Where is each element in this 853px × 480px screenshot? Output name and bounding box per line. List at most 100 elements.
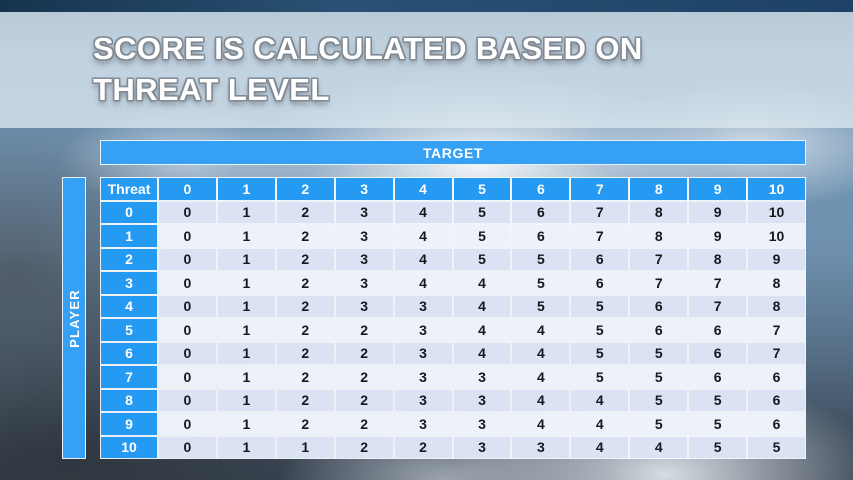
score-cell: 6 (571, 248, 629, 270)
score-cell: 3 (453, 436, 511, 458)
score-cell: 5 (630, 366, 688, 388)
score-cell: 5 (571, 319, 629, 341)
column-header-cell: 8 (630, 178, 688, 200)
score-cell: 5 (453, 201, 511, 223)
score-cell: 9 (748, 248, 805, 270)
score-cell: 3 (394, 319, 452, 341)
score-cell: 4 (512, 413, 570, 435)
score-cell: 1 (217, 225, 275, 247)
score-cell: 5 (689, 413, 747, 435)
score-cell: 4 (512, 319, 570, 341)
score-cell: 7 (571, 225, 629, 247)
score-cell: 2 (335, 366, 393, 388)
score-cell: 6 (748, 366, 805, 388)
score-cell: 0 (159, 413, 216, 435)
score-cell: 3 (394, 295, 452, 317)
row-header-cell: 3 (101, 272, 157, 294)
column-header-cell: 6 (512, 178, 570, 200)
score-cell: 4 (394, 201, 452, 223)
column-header-cell: 4 (394, 178, 452, 200)
slide-title-line-2: THREAT LEVEL (93, 72, 330, 107)
score-cell: 3 (453, 366, 511, 388)
corner-header-cell: Threat (101, 178, 157, 200)
score-cell: 5 (453, 248, 511, 270)
score-cell: 5 (512, 248, 570, 270)
score-cell: 10 (748, 201, 805, 223)
title-banner (0, 12, 853, 128)
score-cell: 7 (571, 201, 629, 223)
score-cell: 5 (571, 342, 629, 364)
score-cell: 2 (276, 389, 334, 411)
score-cell: 0 (159, 295, 216, 317)
row-header-cell: 2 (101, 248, 157, 270)
score-cell: 6 (748, 413, 805, 435)
score-cell: 3 (394, 366, 452, 388)
score-cell: 5 (630, 389, 688, 411)
score-cell: 5 (630, 413, 688, 435)
score-cell: 4 (512, 342, 570, 364)
score-matrix-table: Threat 0 1 2 3 4 5 6 7 8 9 10 0 0 1 2 3 4 5 6 7 8 9 10 1 0 1 2 3 4 5 6 7… (100, 177, 806, 459)
top-sky-strip (0, 0, 853, 12)
score-cell: 6 (689, 342, 747, 364)
column-header-cell: 5 (453, 178, 511, 200)
score-cell: 2 (276, 342, 334, 364)
score-cell: 4 (394, 248, 452, 270)
score-cell: 3 (335, 295, 393, 317)
score-cell: 2 (276, 413, 334, 435)
score-cell: 0 (159, 225, 216, 247)
score-cell: 3 (453, 389, 511, 411)
score-cell: 0 (159, 366, 216, 388)
score-cell: 6 (512, 225, 570, 247)
score-cell: 8 (689, 248, 747, 270)
score-cell: 6 (689, 319, 747, 341)
score-cell: 4 (630, 436, 688, 458)
slide-title: SCORE IS CALCULATED BASED ON THREAT LEVE… (93, 28, 793, 110)
slide-title-line-1: SCORE IS CALCULATED BASED ON (93, 31, 643, 66)
score-cell: 3 (394, 389, 452, 411)
score-cell: 1 (276, 436, 334, 458)
score-cell: 5 (689, 436, 747, 458)
score-cell: 2 (335, 342, 393, 364)
score-cell: 1 (217, 248, 275, 270)
row-header-cell: 8 (101, 389, 157, 411)
score-cell: 2 (394, 436, 452, 458)
score-cell: 5 (630, 342, 688, 364)
score-cell: 0 (159, 342, 216, 364)
score-cell: 4 (453, 342, 511, 364)
score-cell: 7 (748, 342, 805, 364)
score-cell: 0 (159, 319, 216, 341)
score-cell: 3 (335, 225, 393, 247)
score-cell: 9 (689, 225, 747, 247)
score-cell: 3 (335, 272, 393, 294)
player-axis-label: PLAYER (62, 177, 86, 459)
score-cell: 2 (276, 295, 334, 317)
score-cell: 1 (217, 389, 275, 411)
row-header-cell: 0 (101, 201, 157, 223)
score-cell: 1 (217, 295, 275, 317)
score-cell: 2 (276, 248, 334, 270)
score-cell: 3 (335, 248, 393, 270)
score-cell: 5 (512, 272, 570, 294)
score-cell: 2 (335, 413, 393, 435)
score-cell: 4 (453, 319, 511, 341)
score-cell: 2 (276, 225, 334, 247)
column-header-cell: 3 (335, 178, 393, 200)
score-cell: 4 (512, 366, 570, 388)
row-header-cell: 5 (101, 319, 157, 341)
score-cell: 5 (512, 295, 570, 317)
score-cell: 6 (630, 319, 688, 341)
score-cell: 8 (630, 225, 688, 247)
column-header-cell: 0 (159, 178, 216, 200)
row-header-cell: 10 (101, 436, 157, 458)
score-cell: 8 (748, 272, 805, 294)
score-cell: 7 (689, 272, 747, 294)
score-cell: 5 (571, 366, 629, 388)
score-cell: 2 (276, 272, 334, 294)
score-cell: 2 (276, 366, 334, 388)
row-header-cell: 9 (101, 413, 157, 435)
score-cell: 1 (217, 342, 275, 364)
score-cell: 0 (159, 272, 216, 294)
score-cell: 4 (394, 225, 452, 247)
column-header-cell: 9 (689, 178, 747, 200)
score-cell: 3 (394, 413, 452, 435)
